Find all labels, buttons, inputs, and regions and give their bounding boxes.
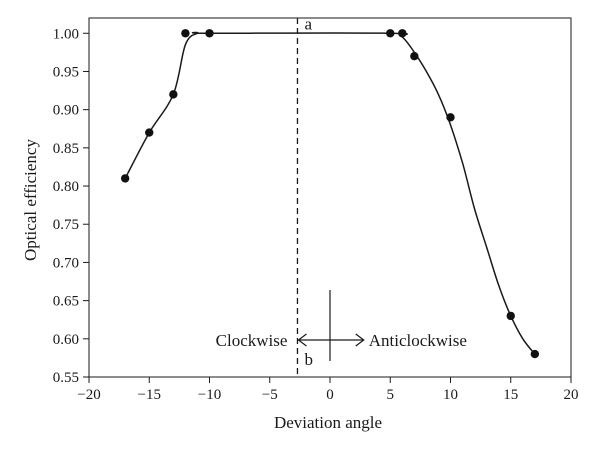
x-tick-label: 20 [564, 387, 579, 403]
data-point [506, 311, 515, 321]
y-tick-label: 0.85 [53, 141, 79, 157]
data-point [410, 51, 419, 61]
data-point [169, 90, 178, 99]
y-tick-label: 0.75 [53, 217, 79, 233]
y-tick-label: 1.00 [53, 26, 79, 42]
y-tick-label: 0.60 [53, 332, 79, 348]
x-axis-title: Deviation angle [274, 413, 382, 432]
x-tick-label: 0 [326, 387, 334, 403]
fit-curve-group [124, 31, 536, 355]
data-point [446, 113, 455, 122]
y-axis-title: Optical efficiency [21, 139, 40, 261]
data-points-group [120, 29, 540, 359]
label-b: b [304, 350, 313, 369]
label-a: a [304, 14, 312, 33]
data-point [386, 29, 395, 38]
x-tick-label: 15 [503, 387, 518, 403]
y-tick-label: 0.70 [53, 255, 79, 271]
data-point [398, 29, 407, 38]
x-tick-label: 10 [443, 387, 458, 403]
x-tick-label: −10 [198, 387, 221, 403]
ticks: −20 −15 −10 −5 0 5 10 15 20 0.55 0.60 0.65 0.70 0.75 0… [53, 26, 579, 403]
fit-curve [124, 31, 536, 355]
data-point [181, 29, 190, 38]
data-point [120, 174, 130, 183]
y-tick-label: 0.80 [53, 179, 79, 195]
anticlockwise-label: Anticlockwise [369, 331, 467, 350]
x-tick-label: −5 [262, 387, 278, 403]
y-tick-label: 0.90 [53, 103, 79, 119]
y-tick-label: 0.95 [53, 64, 79, 80]
x-tick-label: −20 [77, 387, 100, 403]
data-point [205, 29, 214, 38]
y-tick-label: 0.65 [53, 294, 79, 310]
data-point [145, 128, 154, 137]
clockwise-label: Clockwise [216, 331, 288, 350]
y-tick-label: 0.55 [53, 370, 79, 386]
arrow-head-right [355, 333, 365, 347]
arrow-head-left [297, 333, 307, 347]
annotations-group: a b Clockwise Anticlockwise [216, 14, 467, 369]
x-tick-label: −15 [138, 387, 161, 403]
data-point [530, 349, 540, 359]
x-tick-label: 5 [387, 387, 395, 403]
